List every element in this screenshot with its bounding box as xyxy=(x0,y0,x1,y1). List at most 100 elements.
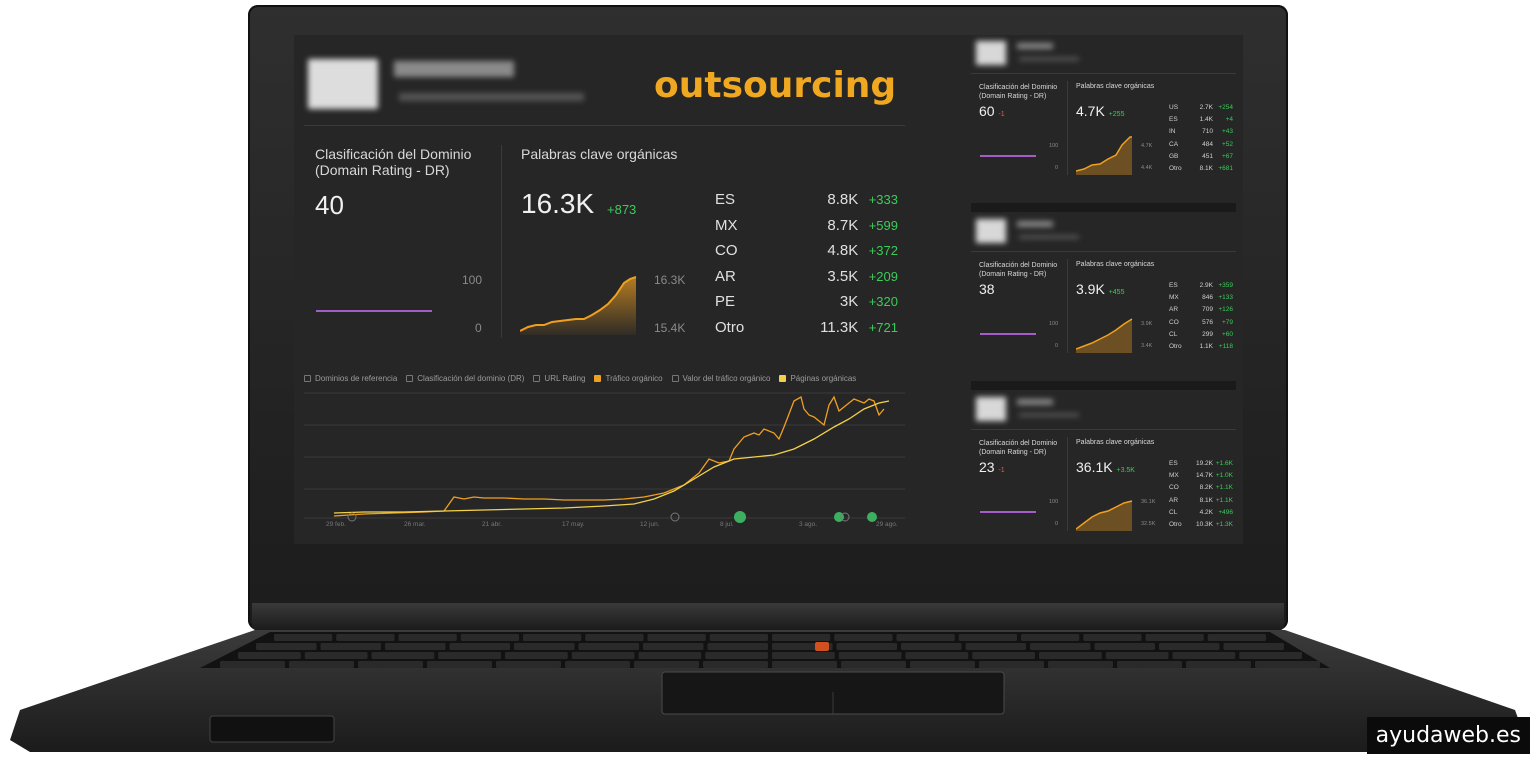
legend-item[interactable]: Tráfico orgánico xyxy=(594,374,663,383)
country-value: 4.8K xyxy=(827,242,859,260)
country-value: 1.4K xyxy=(1199,115,1213,123)
keyboard-key[interactable] xyxy=(647,634,706,641)
keyboard-key[interactable] xyxy=(634,661,699,668)
keyboard-key[interactable] xyxy=(958,634,1017,641)
keyboard-key[interactable] xyxy=(905,652,969,659)
keyboard-key[interactable] xyxy=(1105,652,1169,659)
keyboard-key[interactable] xyxy=(1021,634,1080,641)
keyboard-key[interactable] xyxy=(772,661,837,668)
legend-checkbox[interactable] xyxy=(671,375,679,382)
kw-value: 36.1K +3.5K xyxy=(1076,459,1135,475)
keyboard-key[interactable] xyxy=(1117,661,1182,668)
keyboard-key[interactable] xyxy=(1239,652,1302,659)
country-row: CO 4.8K +372 xyxy=(715,238,898,264)
keyboard-key[interactable] xyxy=(772,652,835,659)
keyboard-key[interactable] xyxy=(578,643,640,650)
legend-checkbox[interactable] xyxy=(594,375,602,382)
keyboard-key[interactable] xyxy=(1048,661,1113,668)
country-delta: +721 xyxy=(868,319,898,335)
keyboard-key[interactable] xyxy=(836,643,898,650)
keyboard-key[interactable] xyxy=(1207,634,1266,641)
keyboard-key[interactable] xyxy=(1039,652,1102,659)
keyboard-key[interactable] xyxy=(304,652,368,659)
keyboard-key[interactable] xyxy=(514,643,575,650)
keyboard-key[interactable] xyxy=(220,661,285,668)
keyboard-key[interactable] xyxy=(1094,643,1156,650)
keyboard-key[interactable] xyxy=(705,652,768,659)
dr-value: 40 xyxy=(315,190,344,220)
keyboard-key[interactable] xyxy=(896,634,955,641)
keyboard-key[interactable] xyxy=(289,661,354,668)
keyboard-key[interactable] xyxy=(1223,643,1285,650)
country-delta: +60 xyxy=(1221,330,1233,338)
country-value: 8.1K xyxy=(1199,496,1213,504)
keyboard-key[interactable] xyxy=(449,643,511,650)
keyboard-key[interactable] xyxy=(1159,643,1220,650)
legend-checkbox[interactable] xyxy=(779,375,787,382)
annotation-marker[interactable] xyxy=(347,512,357,522)
competitor-card: Clasificación del Dominio (Domain Rating … xyxy=(971,213,1236,383)
keyboard-key[interactable] xyxy=(460,634,519,641)
keyboard-key[interactable] xyxy=(910,661,975,668)
keyboard-key[interactable] xyxy=(709,634,768,641)
keyboard-key[interactable] xyxy=(1172,652,1236,659)
keyboard-key[interactable] xyxy=(523,634,582,641)
keyboard-key[interactable] xyxy=(643,643,704,650)
keyboard-key[interactable] xyxy=(1030,643,1091,650)
country-code: CO xyxy=(1169,484,1179,492)
keyboard-key[interactable] xyxy=(496,661,561,668)
annotation-marker[interactable] xyxy=(867,512,877,522)
keyboard-key[interactable] xyxy=(438,652,501,659)
keyboard-key[interactable] xyxy=(320,643,382,650)
country-value: 451 xyxy=(1202,152,1213,160)
keyboard-key[interactable] xyxy=(638,652,702,659)
keyboard-key[interactable] xyxy=(336,634,395,641)
annotation-marker[interactable] xyxy=(670,512,680,522)
keyboard-key[interactable] xyxy=(505,652,568,659)
keyboard-key[interactable] xyxy=(427,661,492,668)
country-row: AR 8.1K +1.1K xyxy=(1169,494,1233,506)
keyboard-key[interactable] xyxy=(1186,661,1251,668)
keyboard-key[interactable] xyxy=(838,652,902,659)
keyboard-key[interactable] xyxy=(571,652,635,659)
keyboard-key[interactable] xyxy=(1145,634,1204,641)
country-row: MX 846 +133 xyxy=(1169,291,1233,303)
keyboard-key[interactable] xyxy=(834,634,893,641)
keyboard-key[interactable] xyxy=(585,634,644,641)
keyboard-key[interactable] xyxy=(965,643,1027,650)
keyboard-key[interactable] xyxy=(1255,661,1320,668)
keyboard-key[interactable] xyxy=(565,661,630,668)
country-value: 2.9K xyxy=(1199,281,1213,289)
keyboard-key[interactable] xyxy=(901,643,962,650)
keyboard-key[interactable] xyxy=(385,643,446,650)
country-value: 846 xyxy=(1202,293,1213,301)
country-table: ES 8.8K +333 MX 8.7K +599 CO 4.8K +372 AR 3.5K +209… xyxy=(715,187,898,340)
legend-checkbox[interactable] xyxy=(533,375,541,382)
legend-item[interactable]: URL Rating xyxy=(533,374,585,383)
annotation-marker[interactable] xyxy=(840,512,850,522)
keyboard-key[interactable] xyxy=(398,634,457,641)
legend-item[interactable]: Valor del tráfico orgánico xyxy=(671,374,770,383)
keyboard-key[interactable] xyxy=(358,661,423,668)
keyboard-key[interactable] xyxy=(972,652,1035,659)
legend-item[interactable]: Páginas orgánicas xyxy=(779,374,856,383)
keyboard-key[interactable] xyxy=(274,634,333,641)
kw-label: Palabras clave orgánicas xyxy=(1076,83,1155,90)
annotation-marker[interactable] xyxy=(734,511,746,523)
trackpoint[interactable] xyxy=(815,642,829,651)
country-delta: +1.1K xyxy=(1215,496,1233,504)
legend-checkbox[interactable] xyxy=(406,375,414,382)
keyboard-key[interactable] xyxy=(238,652,301,659)
keyboard-key[interactable] xyxy=(841,661,906,668)
keyboard-key[interactable] xyxy=(979,661,1044,668)
keyboard-key[interactable] xyxy=(256,643,317,650)
keyboard-key[interactable] xyxy=(1083,634,1142,641)
keyboard-key[interactable] xyxy=(703,661,768,668)
legend-checkbox[interactable] xyxy=(304,375,311,382)
keyboard-key[interactable] xyxy=(772,634,831,641)
keyboard-key[interactable] xyxy=(371,652,435,659)
legend-item[interactable]: Dominios de referencia xyxy=(304,374,397,383)
site-thumbnail xyxy=(976,41,1006,65)
legend-item[interactable]: Clasificación del dominio (DR) xyxy=(406,374,524,383)
keyboard-key[interactable] xyxy=(707,643,769,650)
